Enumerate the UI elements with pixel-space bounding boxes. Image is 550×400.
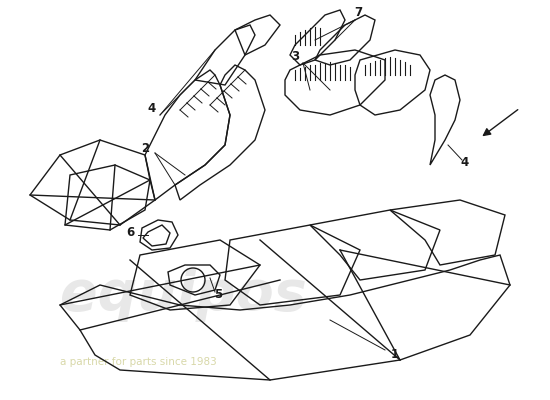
Text: 3: 3 bbox=[291, 50, 299, 64]
Text: 1: 1 bbox=[391, 348, 399, 362]
Text: 4: 4 bbox=[148, 102, 156, 114]
Text: 4: 4 bbox=[461, 156, 469, 168]
Text: a partner for parts since 1983: a partner for parts since 1983 bbox=[60, 357, 217, 367]
Text: 7: 7 bbox=[354, 6, 362, 20]
Text: 6: 6 bbox=[126, 226, 134, 240]
Text: 2: 2 bbox=[141, 142, 149, 154]
Text: equipos: equipos bbox=[60, 268, 307, 322]
Text: 5: 5 bbox=[214, 288, 222, 302]
